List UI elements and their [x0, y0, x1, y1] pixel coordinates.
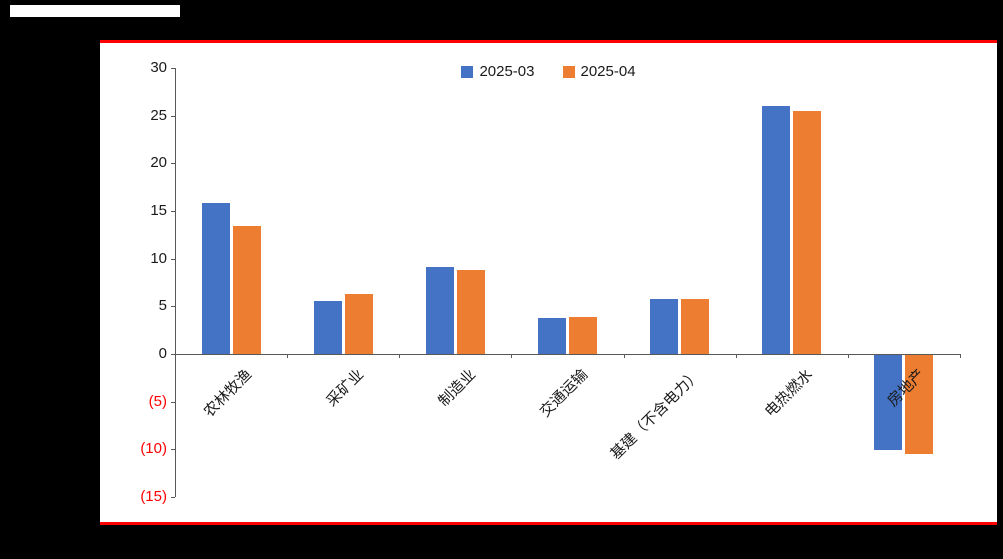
legend-swatch-icon — [562, 65, 575, 78]
x-axis-tick — [399, 354, 401, 358]
bar — [456, 270, 485, 354]
y-axis-tick — [171, 163, 175, 165]
bar — [793, 110, 822, 354]
y-axis-tick — [171, 449, 175, 451]
legend-label: 2025-04 — [580, 63, 636, 80]
bar — [232, 226, 261, 354]
legend-item: 2025-04 — [562, 63, 636, 80]
x-axis-tick — [960, 354, 961, 358]
y-axis-tick — [171, 401, 175, 403]
y-axis-tick — [171, 258, 175, 260]
category-label: 农林牧渔 — [200, 366, 256, 421]
x-axis-tick — [735, 354, 737, 358]
redacted-title-block — [10, 5, 180, 17]
y-axis-tick — [171, 306, 175, 308]
category-label: 采矿业 — [323, 366, 368, 410]
chart-panel: 2025-03 2025-04 30 25 20 15 10 5 0 (5) (10) (15) 农林… — [100, 40, 997, 525]
bar — [905, 355, 934, 455]
y-axis-label: (10) — [140, 440, 167, 458]
y-axis-tick — [171, 497, 175, 498]
y-axis-label: 20 — [150, 154, 167, 172]
bar — [681, 298, 710, 354]
bar — [201, 203, 230, 354]
y-axis-tick — [171, 211, 175, 212]
y-axis-line — [175, 68, 176, 497]
bar — [313, 300, 342, 354]
y-axis-tick — [171, 115, 175, 117]
y-axis-label: 30 — [150, 59, 167, 76]
y-axis-tick — [171, 354, 175, 355]
bar — [425, 267, 454, 354]
chart-legend: 2025-03 2025-04 — [100, 63, 997, 80]
zero-axis-line — [175, 354, 960, 355]
x-axis-tick — [847, 354, 849, 358]
category-label: 交通运输 — [537, 366, 592, 421]
y-axis-label: (5) — [148, 392, 167, 410]
category-label: 电热燃水 — [761, 366, 816, 421]
category-label: 制造业 — [435, 366, 480, 410]
y-axis-label: 10 — [150, 249, 167, 267]
x-axis-tick — [511, 354, 513, 358]
x-axis-tick — [175, 354, 176, 358]
bar — [538, 317, 566, 354]
bar — [344, 293, 373, 354]
bar — [650, 298, 679, 354]
legend-item: 2025-03 — [461, 63, 535, 80]
y-axis-label: 25 — [150, 106, 167, 124]
x-axis-tick — [623, 354, 625, 358]
legend-label: 2025-03 — [479, 63, 535, 80]
x-axis-tick — [287, 354, 289, 358]
bar — [874, 355, 903, 451]
legend-swatch-icon — [461, 65, 474, 78]
bar — [569, 316, 597, 354]
category-label: 基建（不含电力） — [606, 366, 704, 464]
bar — [762, 106, 791, 354]
y-axis-label: 5 — [158, 297, 167, 315]
y-axis-label: 0 — [158, 345, 167, 362]
y-axis-tick — [171, 68, 175, 69]
y-axis-label: 15 — [150, 202, 167, 219]
y-axis-label: (15) — [140, 488, 167, 505]
